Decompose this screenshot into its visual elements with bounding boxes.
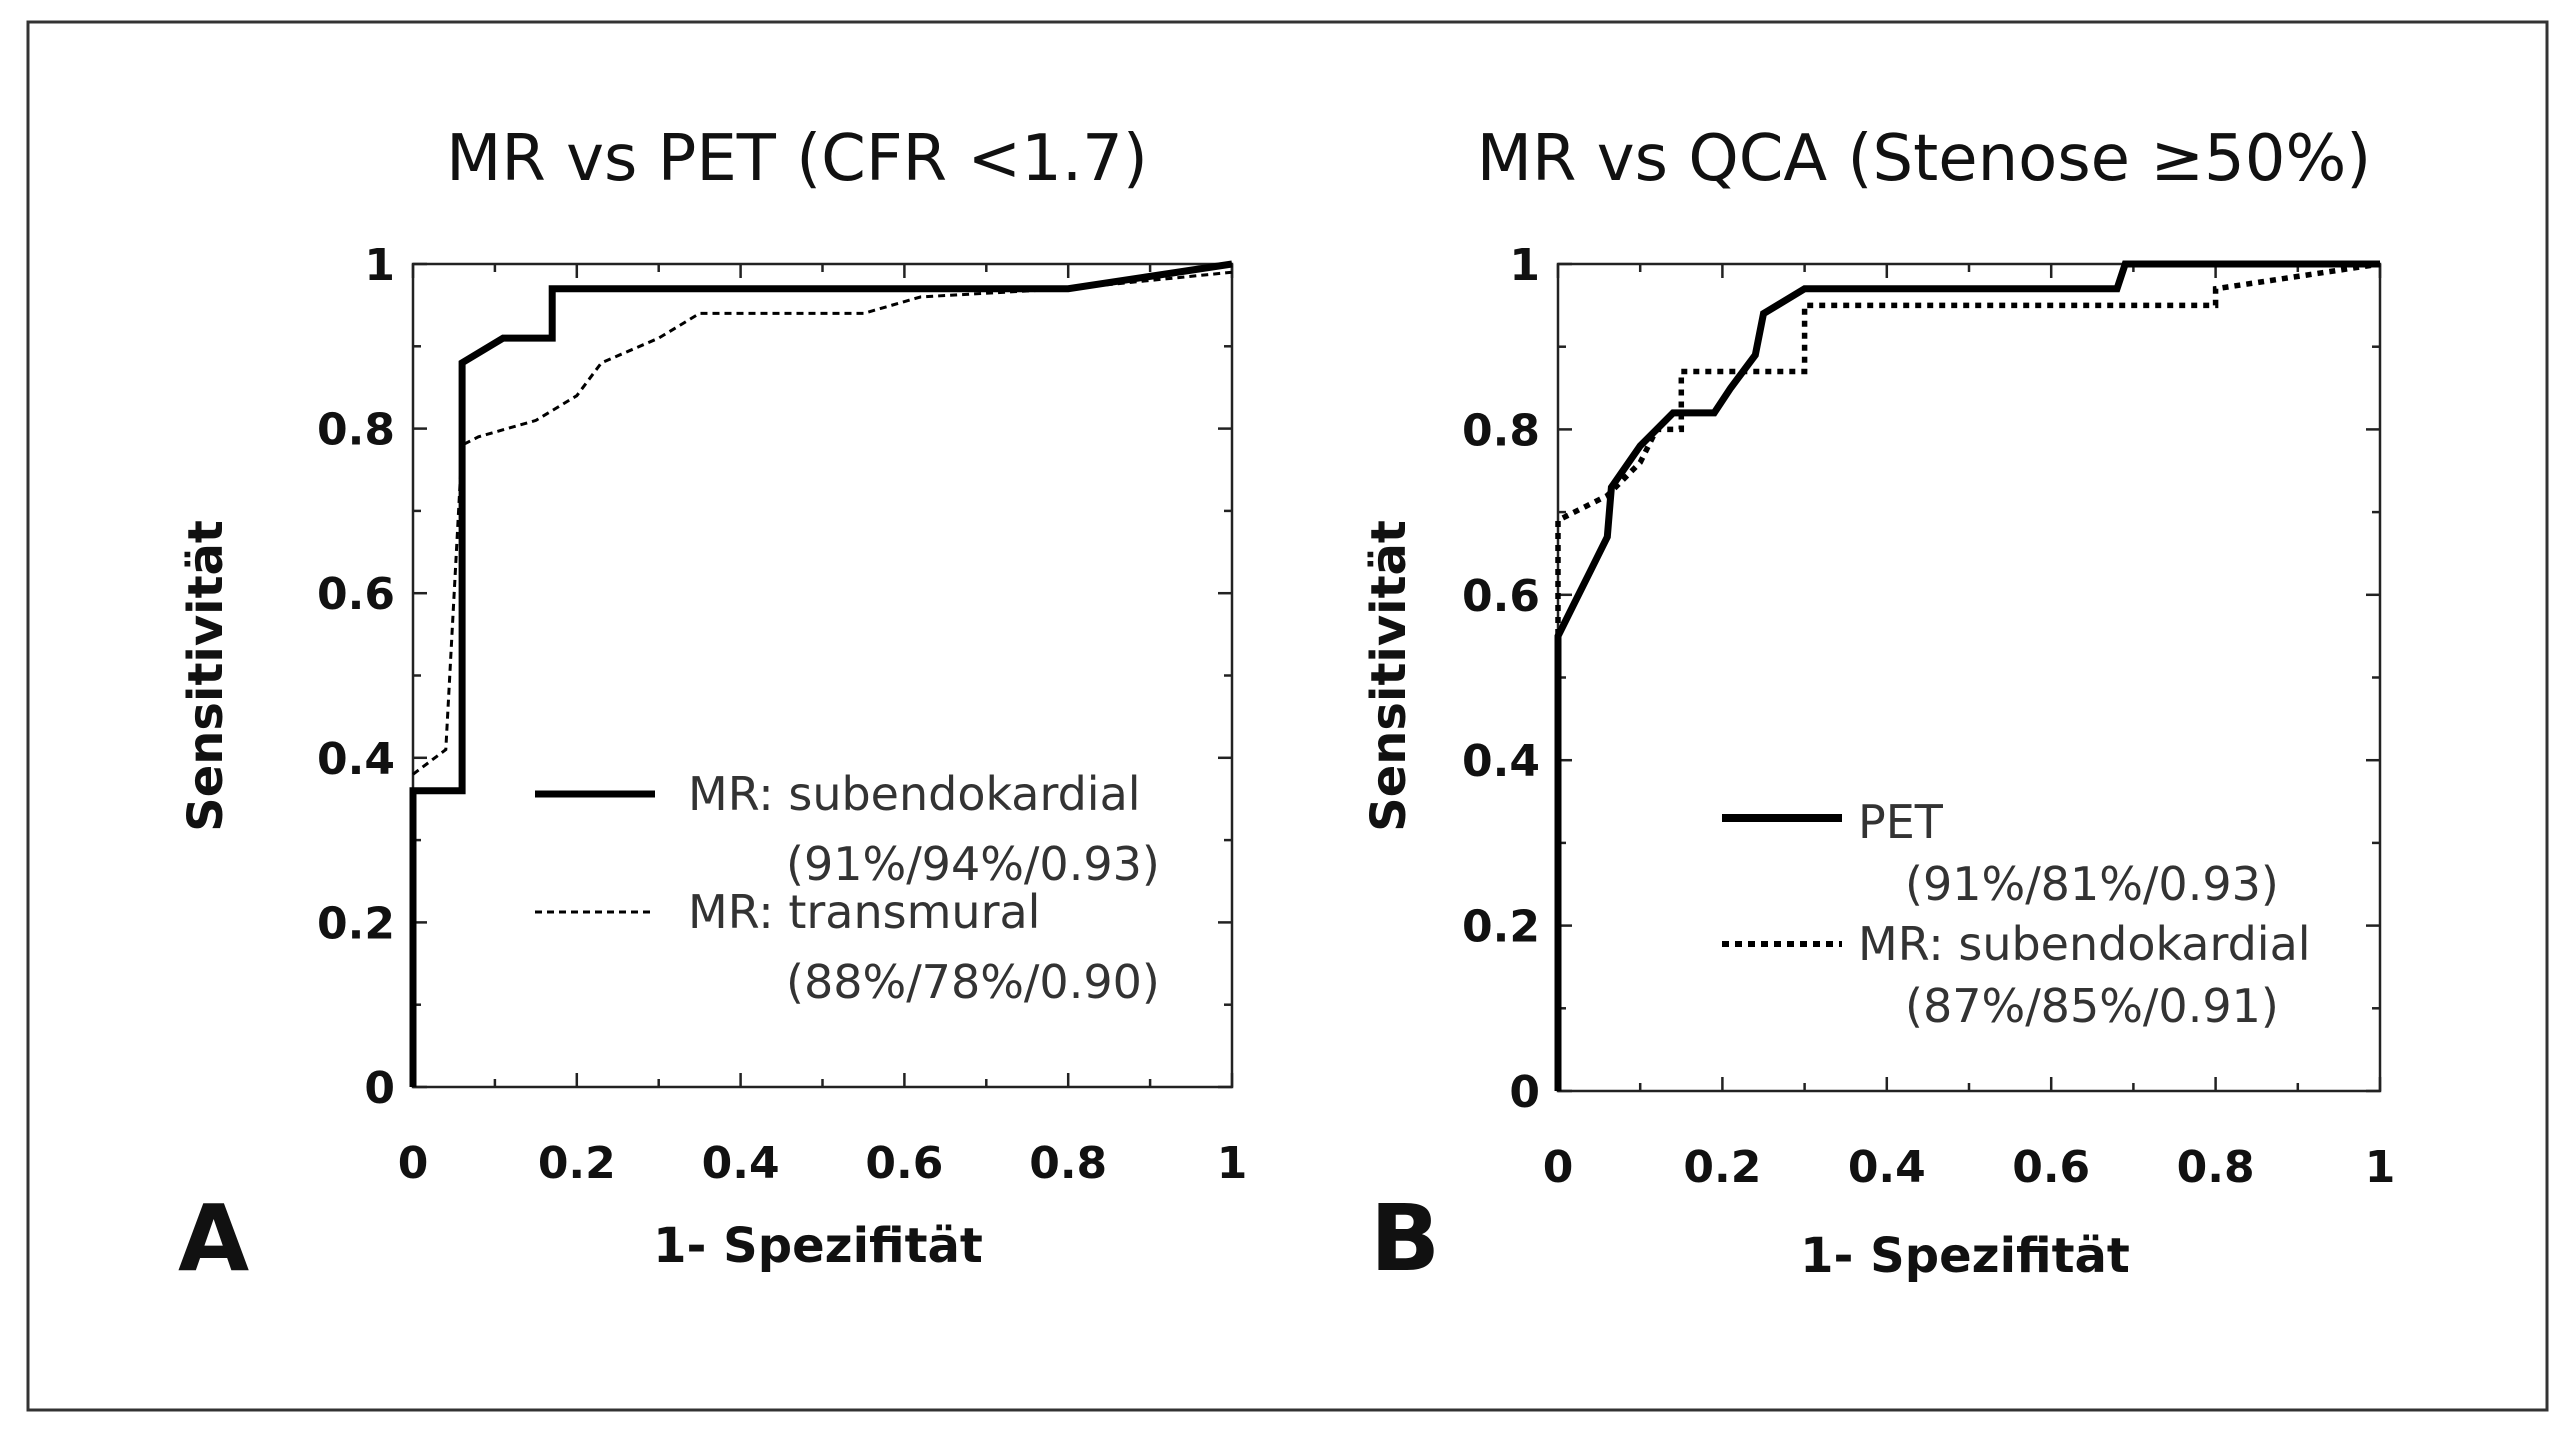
- panel-a-title: MR vs PET (CFR <1.7): [446, 122, 1148, 196]
- panel-a-series: [409, 260, 1233, 1087]
- legend-b-stats-1: (91%/81%/0.93): [1905, 857, 2279, 911]
- panel-b-y-tick-labels: 0 0.2 0.4 0.6 0.8 1: [1462, 240, 1540, 1118]
- legend-a-label-2: MR: transmural: [688, 885, 1040, 939]
- y-tick-label: 0.8: [317, 405, 395, 456]
- panel-a-y-axis-label: Sensitivität: [178, 520, 234, 832]
- y-tick-label: 0.6: [317, 569, 395, 620]
- legend-a-stats-2: (88%/78%/0.90): [786, 955, 1160, 1009]
- x-tick-label: 1: [2365, 1142, 2396, 1193]
- legend-a-label-1: MR: subendokardial: [688, 767, 1141, 821]
- x-tick-label: 0.8: [2177, 1142, 2255, 1193]
- series-line-b-1: [1554, 260, 2380, 1091]
- x-tick-label: 0.6: [865, 1138, 943, 1189]
- y-tick-label: 0.8: [1462, 405, 1540, 456]
- panel-b-y-axis-label: Sensitivität: [1361, 520, 1417, 832]
- panel-b-title-text: MR vs QCA (Stenose ≥50%): [1477, 122, 2371, 196]
- y-tick-label: 0.2: [317, 898, 395, 949]
- x-tick-label: 0.4: [702, 1138, 780, 1189]
- y-tick-label: 0: [364, 1063, 395, 1114]
- panel-b-letter: B: [1370, 1185, 1440, 1292]
- panel-a-letter: A: [178, 1185, 249, 1292]
- panel-b-x-axis-label: 1- Spezifität: [1800, 1228, 2130, 1284]
- figure-border: [26, 20, 2549, 1412]
- x-tick-label: 0.6: [2012, 1142, 2090, 1193]
- x-tick-label: 0.4: [1848, 1142, 1926, 1193]
- x-tick-label: 1: [1217, 1138, 1248, 1189]
- panel-a-x-axis-label: 1- Spezifität: [653, 1218, 983, 1274]
- series-line-a-2: [412, 270, 1233, 776]
- x-tick-label: 0.8: [1029, 1138, 1107, 1189]
- panel-b-x-tick-labels: 0 0.2 0.4 0.6 0.8 1: [1543, 1142, 2396, 1193]
- series-line-b-2: [1555, 261, 2381, 1091]
- y-tick-label: 1: [1509, 240, 1540, 291]
- panel-a-x-tick-labels: 0 0.2 0.4 0.6 0.8 1: [398, 1138, 1248, 1189]
- legend-b-label-2: MR: subendokardial: [1858, 917, 2311, 971]
- x-tick-label: 0: [1543, 1142, 1574, 1193]
- panel-b: MR vs QCA (Stenose ≥50%) 0 0.2 0.4 0.6 0.8 1 …: [1361, 122, 2395, 1292]
- panel-b-series: [1554, 260, 2381, 1091]
- y-tick-label: 0.4: [1462, 736, 1540, 787]
- y-tick-label: 0.2: [1462, 902, 1540, 953]
- legend-b-label-1: PET: [1858, 795, 1944, 849]
- y-tick-label: 0: [1509, 1067, 1540, 1118]
- y-tick-label: 1: [364, 240, 395, 291]
- y-tick-label: 0.4: [317, 734, 395, 785]
- series-line-a-1: [409, 260, 1233, 1087]
- x-tick-label: 0.2: [1683, 1142, 1761, 1193]
- y-tick-label: 0.6: [1462, 571, 1540, 622]
- panel-a-y-tick-labels: 0 0.2 0.4 0.6 0.8 1: [317, 240, 395, 1114]
- panel-a: MR vs PET (CFR <1.7) 0 0.2 0.4 0.6 0.8 1 0 0.2…: [178, 122, 1247, 1292]
- x-tick-label: 0: [398, 1138, 429, 1189]
- x-tick-label: 0.2: [538, 1138, 616, 1189]
- legend-a-stats-1: (91%/94%/0.93): [786, 837, 1160, 891]
- legend-b-stats-2: (87%/85%/0.91): [1905, 979, 2279, 1033]
